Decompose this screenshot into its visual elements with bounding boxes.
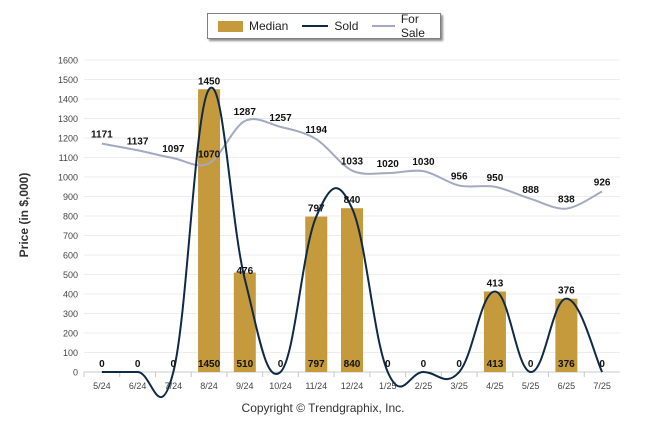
data-label-median: 376	[558, 359, 575, 370]
x-tick-label: 4/25	[486, 381, 504, 391]
data-label-sold: 0	[421, 359, 427, 370]
copyright: Copyright © Trendgraphix, Inc.	[241, 401, 405, 415]
y-tick-label: 1200	[58, 134, 78, 144]
bar-median	[341, 208, 363, 372]
y-tick-label: 1100	[59, 153, 78, 163]
x-tick-label: 7/24	[165, 381, 183, 391]
data-label-sold: 0	[171, 359, 177, 370]
legend-item-for-sale: For Sale	[372, 12, 440, 40]
data-label-median: 510	[236, 359, 253, 370]
x-tick-label: 8/24	[200, 381, 218, 391]
y-tick-label: 1600	[58, 56, 78, 66]
y-tick-label: 600	[63, 251, 78, 261]
data-label-sold: 413	[487, 278, 504, 289]
legend-swatch-for-sale	[372, 25, 395, 27]
y-tick-label: 700	[63, 231, 78, 241]
x-tick-label: 9/24	[236, 381, 254, 391]
data-label-for-sale: 1033	[341, 157, 364, 168]
x-tick-label: 5/25	[522, 381, 540, 391]
data-label-sold: 0	[456, 359, 462, 370]
legend-label-median: Median	[249, 19, 289, 33]
data-label-for-sale: 1097	[162, 144, 185, 155]
legend-swatch-sold	[302, 25, 329, 27]
data-label-sold: 1450	[198, 76, 221, 87]
legend: Median Sold For Sale	[207, 12, 441, 40]
data-label-for-sale: 1257	[269, 113, 292, 124]
x-tick-label: 5/24	[93, 381, 111, 391]
data-label-sold: 0	[99, 359, 105, 370]
x-tick-label: 2/25	[415, 381, 433, 391]
legend-swatch-median	[218, 20, 243, 32]
data-label-sold: 476	[236, 266, 253, 277]
y-tick-label: 100	[63, 348, 78, 358]
data-label-for-sale: 1171	[91, 130, 113, 141]
bar-median	[233, 272, 256, 372]
data-label-sold: 797	[308, 204, 325, 215]
data-label-sold: 0	[599, 359, 605, 370]
x-tick-label: 1/25	[379, 381, 397, 391]
line-sold	[101, 86, 604, 399]
y-tick-label: 900	[63, 192, 78, 202]
data-label-for-sale: 1137	[127, 136, 149, 147]
data-label-median: 1450	[198, 359, 221, 370]
y-tick-label: 500	[63, 270, 78, 280]
data-label-for-sale: 838	[558, 195, 575, 206]
data-label-sold: 0	[135, 359, 141, 370]
y-tick-label: 1300	[58, 114, 78, 124]
bar-median	[305, 216, 328, 372]
bar-median	[555, 298, 578, 372]
data-label-median: 413	[487, 359, 504, 370]
data-label-for-sale: 1194	[305, 125, 327, 136]
legend-label-for-sale: For Sale	[400, 12, 425, 40]
x-tick-label: 10/24	[269, 381, 292, 391]
data-label-for-sale: 926	[594, 177, 611, 188]
y-tick-label: 0	[73, 368, 78, 378]
y-tick-label: 400	[63, 290, 78, 300]
data-label-sold: 376	[558, 286, 575, 297]
x-tick-label: 11/24	[305, 381, 327, 391]
data-label-for-sale: 888	[522, 185, 539, 196]
data-label-for-sale: 1030	[412, 157, 435, 168]
y-axis-label: Price (in $,000)	[17, 172, 31, 258]
line-for-sale	[101, 118, 603, 210]
data-label-for-sale: 950	[487, 173, 504, 184]
x-tick-label: 12/24	[341, 381, 364, 391]
x-tick-label: 6/24	[129, 381, 147, 391]
data-label-for-sale: 1287	[234, 107, 257, 118]
data-label-sold: 0	[528, 359, 534, 370]
data-label-median: 797	[308, 359, 325, 370]
legend-item-median: Median	[218, 19, 288, 33]
y-tick-label: 1000	[58, 173, 78, 183]
data-label-for-sale: 956	[451, 172, 468, 183]
data-label-for-sale: 1020	[377, 159, 400, 170]
y-tick-label: 200	[63, 329, 78, 339]
y-tick-label: 1500	[58, 75, 78, 85]
x-tick-label: 6/25	[558, 381, 576, 391]
data-label-sold: 0	[278, 359, 284, 370]
bar-median	[198, 89, 221, 372]
legend-label-sold: Sold	[334, 19, 359, 33]
bar-median	[483, 291, 506, 372]
y-tick-label: 1400	[58, 95, 78, 105]
data-label-for-sale: 1070	[198, 149, 221, 160]
y-tick-label: 300	[63, 309, 78, 319]
y-tick-label: 800	[63, 212, 78, 222]
data-label-sold: 0	[385, 359, 391, 370]
x-tick-label: 7/25	[593, 381, 611, 391]
x-tick-label: 3/25	[450, 381, 468, 391]
legend-item-sold: Sold	[302, 19, 358, 33]
data-label-median: 840	[344, 359, 361, 370]
data-label-sold: 840	[344, 195, 361, 206]
